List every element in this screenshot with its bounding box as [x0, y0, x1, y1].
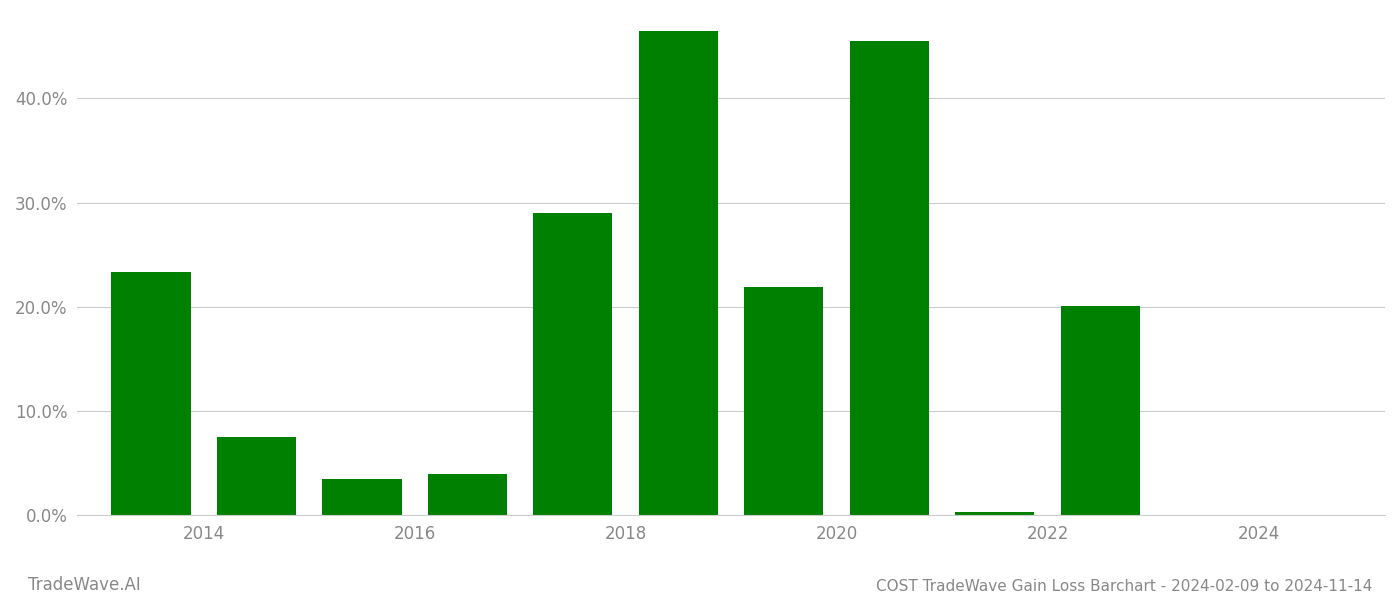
Bar — [745, 287, 823, 515]
Bar — [428, 473, 507, 515]
Bar — [322, 479, 402, 515]
Bar — [217, 437, 295, 515]
Bar — [638, 31, 718, 515]
Bar — [850, 41, 928, 515]
Bar — [112, 272, 190, 515]
Bar — [955, 512, 1035, 515]
Text: COST TradeWave Gain Loss Barchart - 2024-02-09 to 2024-11-14: COST TradeWave Gain Loss Barchart - 2024… — [875, 579, 1372, 594]
Bar — [1061, 306, 1140, 515]
Text: TradeWave.AI: TradeWave.AI — [28, 576, 141, 594]
Bar — [533, 213, 612, 515]
